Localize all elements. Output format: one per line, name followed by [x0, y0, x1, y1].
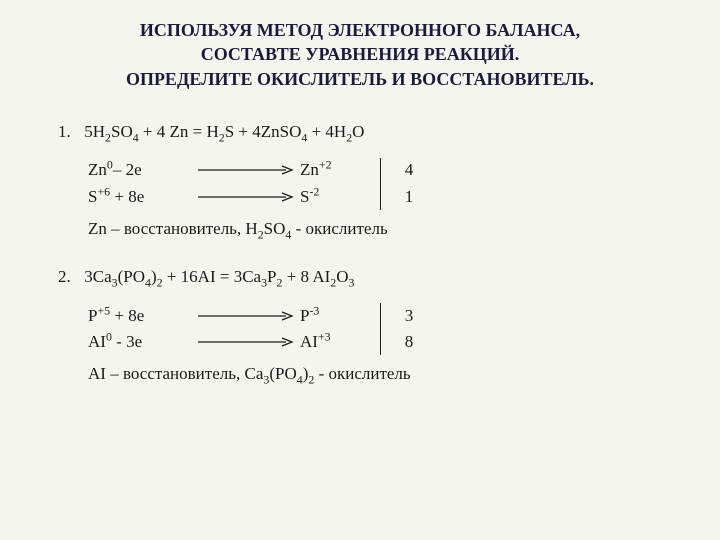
equation-text: 5H2SO4 + 4 Zn = H2S + 4ZnSO4 + 4H2O	[84, 122, 364, 141]
half-reaction-row: P+5 + 8e P-3	[88, 303, 360, 329]
vertical-divider	[380, 303, 381, 355]
electron-balance: Zn0– 2e Zn+2 S+6 + 8e S-2 41	[88, 157, 680, 210]
task: 1. 5H2SO4 + 4 Zn = H2S + 4ZnSO4 + 4H2O Z…	[40, 119, 680, 242]
half-reactions: Zn0– 2e Zn+2 S+6 + 8e S-2	[88, 157, 360, 210]
title-line-2: СОСТАВТЕ УРАВНЕНИЯ РЕАКЦИЙ.	[201, 44, 520, 64]
equation-text: 3Ca3(PO4)2 + 16AI = 3Ca3P2 + 8 AI2O3	[84, 267, 354, 286]
task-number: 1.	[58, 119, 80, 145]
half-right: S-2	[300, 184, 360, 210]
title-line-1: ИСПОЛЬЗУЯ МЕТОД ЭЛЕКТРОННОГО БАЛАНСА,	[140, 20, 580, 40]
balance-factor: 4	[397, 157, 421, 183]
half-left: AI0 - 3e	[88, 329, 198, 355]
arrow-icon	[198, 337, 294, 347]
balance-factors: 38	[397, 303, 421, 356]
main-equation: 2. 3Ca3(PO4)2 + 16AI = 3Ca3P2 + 8 AI2O3	[88, 264, 680, 290]
balance-factor: 3	[397, 303, 421, 329]
electron-balance: P+5 + 8e P-3 AI0 - 3e AI+3 38	[88, 303, 680, 356]
half-reaction-row: S+6 + 8e S-2	[88, 184, 360, 210]
conclusion: Zn – восстановитель, H2SO4 - окислитель	[88, 216, 680, 242]
arrow-icon	[198, 311, 294, 321]
conclusion: AI – восстановитель, Ca3(PO4)2 - окислит…	[88, 361, 680, 387]
half-reactions: P+5 + 8e P-3 AI0 - 3e AI+3	[88, 303, 360, 356]
balance-factor: 8	[397, 329, 421, 355]
arrow-icon	[198, 165, 294, 175]
balance-factors: 41	[397, 157, 421, 210]
task: 2. 3Ca3(PO4)2 + 16AI = 3Ca3P2 + 8 AI2O3 …	[40, 264, 680, 387]
half-right: P-3	[300, 303, 360, 329]
half-reaction-row: AI0 - 3e AI+3	[88, 329, 360, 355]
slide-title: ИСПОЛЬЗУЯ МЕТОД ЭЛЕКТРОННОГО БАЛАНСА, СО…	[40, 18, 680, 91]
half-left: S+6 + 8e	[88, 184, 198, 210]
half-left: P+5 + 8e	[88, 303, 198, 329]
half-reaction-row: Zn0– 2e Zn+2	[88, 157, 360, 183]
balance-factor: 1	[397, 184, 421, 210]
main-equation: 1. 5H2SO4 + 4 Zn = H2S + 4ZnSO4 + 4H2O	[88, 119, 680, 145]
half-left: Zn0– 2e	[88, 157, 198, 183]
half-right: Zn+2	[300, 157, 360, 183]
title-line-3: ОПРЕДЕЛИТЕ ОКИСЛИТЕЛЬ И ВОССТАНОВИТЕЛЬ.	[126, 69, 594, 89]
half-right: AI+3	[300, 329, 360, 355]
task-number: 2.	[58, 264, 80, 290]
vertical-divider	[380, 158, 381, 210]
arrow-icon	[198, 192, 294, 202]
